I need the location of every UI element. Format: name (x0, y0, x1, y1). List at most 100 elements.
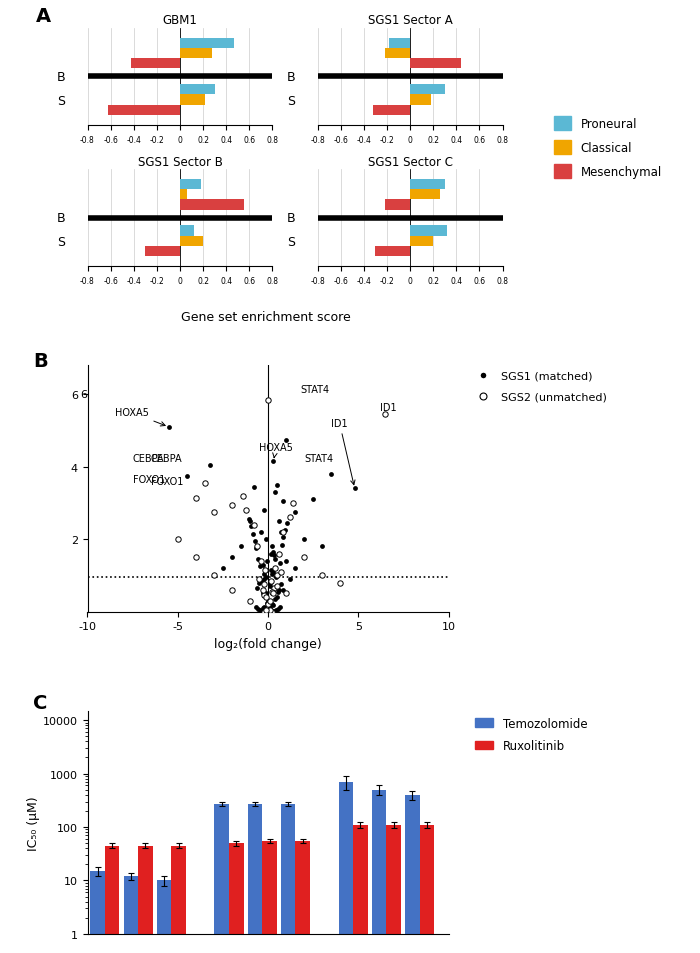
Point (316, 568, 328, 583)
Text: B: B (57, 71, 65, 84)
Point (265, 594, 276, 609)
Point (260, 588, 271, 603)
Point (258, 603, 270, 618)
Point (244, 514, 256, 529)
Point (273, 546, 284, 561)
Point (190, 550, 202, 565)
Point (262, 393, 274, 408)
Point (266, 539, 277, 555)
Point (253, 576, 265, 591)
Bar (372, 790, 386, 953)
Text: B: B (34, 352, 48, 370)
Text: FOXO1: FOXO1 (132, 475, 165, 485)
Text: STAT4: STAT4 (300, 384, 330, 395)
Point (265, 598, 276, 614)
Bar (124, 877, 138, 953)
Text: B: B (57, 212, 65, 225)
Text: FOXO1: FOXO1 (150, 476, 183, 487)
Point (268, 598, 279, 613)
Point (254, 602, 265, 618)
Bar (353, 825, 368, 953)
Point (257, 558, 268, 573)
Bar (410, 85, 444, 95)
Point (249, 534, 260, 549)
Point (253, 552, 264, 567)
Point (272, 568, 283, 583)
Title: SGS1 Sector A: SGS1 Sector A (368, 14, 452, 28)
Point (259, 503, 270, 518)
Point (265, 602, 276, 618)
Point (277, 494, 288, 509)
Point (273, 514, 284, 529)
Point (256, 574, 267, 589)
Text: A: A (36, 8, 51, 26)
Point (267, 545, 278, 560)
Title: SGS1 Sector C: SGS1 Sector C (368, 155, 453, 169)
Point (260, 602, 272, 618)
Point (262, 602, 274, 618)
Point (266, 598, 277, 613)
Point (265, 576, 276, 591)
Bar (410, 59, 461, 70)
Point (181, 469, 193, 484)
Legend: Temozolomide, Ruxolitinib: Temozolomide, Ruxolitinib (475, 717, 587, 752)
Point (277, 525, 288, 540)
Bar (410, 190, 440, 200)
Bar (375, 247, 410, 256)
Point (275, 578, 286, 593)
Bar (386, 825, 401, 953)
Point (265, 546, 276, 561)
Point (271, 602, 282, 618)
Point (274, 600, 286, 616)
Text: S: S (57, 236, 65, 249)
Text: HOXA5: HOXA5 (115, 408, 165, 427)
Point (299, 550, 310, 565)
Title: SGS1 Sector B: SGS1 Sector B (137, 155, 223, 169)
Bar (419, 825, 434, 953)
Point (269, 548, 280, 563)
Point (256, 603, 267, 618)
Point (226, 497, 237, 513)
Point (281, 433, 292, 448)
Bar (214, 804, 229, 953)
Y-axis label: IC₅₀ (μM): IC₅₀ (μM) (27, 795, 40, 850)
Bar (281, 804, 295, 953)
Text: ID1: ID1 (331, 418, 355, 485)
Bar (410, 95, 431, 106)
Point (241, 503, 252, 518)
Point (226, 550, 237, 565)
Point (277, 582, 288, 598)
Point (262, 604, 274, 619)
Point (266, 604, 277, 619)
Point (244, 512, 255, 527)
Text: C: C (34, 693, 48, 712)
Point (260, 590, 272, 605)
Point (272, 584, 284, 599)
Point (247, 527, 258, 542)
Text: CEBPA: CEBPA (150, 454, 182, 463)
Point (270, 592, 281, 607)
Bar (180, 85, 215, 95)
Point (248, 517, 259, 533)
Bar (90, 871, 105, 953)
Bar (385, 49, 410, 59)
Point (256, 525, 267, 540)
Bar (385, 200, 410, 211)
Point (326, 467, 337, 482)
Point (245, 519, 256, 535)
Point (259, 572, 270, 587)
Point (281, 554, 292, 569)
Point (226, 582, 237, 598)
Bar (389, 39, 410, 49)
Point (281, 586, 292, 601)
Point (275, 564, 286, 579)
Point (269, 603, 280, 618)
Point (265, 602, 276, 618)
Bar (405, 795, 419, 953)
X-axis label: log₂(fold change): log₂(fold change) (214, 638, 322, 650)
Point (253, 572, 265, 587)
Bar (410, 180, 444, 190)
Point (261, 596, 272, 611)
Point (270, 561, 281, 577)
Bar (180, 39, 234, 49)
